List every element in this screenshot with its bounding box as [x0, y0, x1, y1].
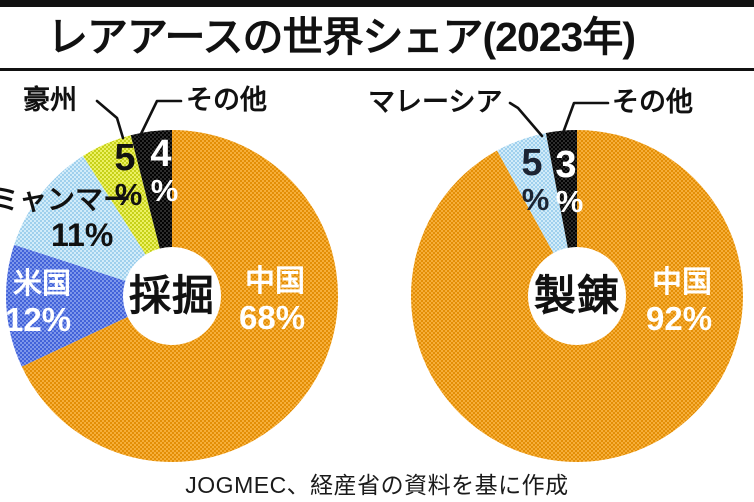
- pie-slice-3: [83, 135, 160, 255]
- value-myanmar-number: 11: [51, 217, 85, 253]
- value-china-mining: 68%: [239, 299, 306, 336]
- value-australia: 5 %: [101, 139, 149, 210]
- refining-center-label: 製錬: [533, 272, 620, 319]
- value-china-mining-unit: %: [275, 299, 306, 336]
- label-china-mining: 中国: [245, 265, 305, 298]
- top-border-bar: [0, 0, 754, 7]
- label-china-refining: 中国: [652, 266, 712, 299]
- label-others-refining: その他: [612, 87, 693, 117]
- label-australia: 豪州: [23, 85, 77, 115]
- label-myanmar: ミャンマー: [0, 184, 132, 215]
- value-china-mining-number: 68: [239, 299, 276, 336]
- pie-slice-2: [545, 130, 577, 248]
- value-china-refining-unit: %: [682, 300, 713, 337]
- value-china-refining-number: 92: [646, 300, 683, 337]
- page-title: レアアースの世界シェア(2023年): [47, 14, 636, 60]
- pie-slice-1: [5, 244, 128, 367]
- value-malaysia: 5 %: [509, 144, 555, 215]
- source-note: JOGMEC、経産省の資料を基に作成: [185, 472, 569, 498]
- value-others-refining: 3 %: [548, 146, 584, 217]
- refining-donut-chart: [407, 126, 747, 466]
- value-myanmar-unit: %: [84, 217, 114, 253]
- value-others-refining-number: 3: [555, 144, 577, 186]
- mining-donut-chart: [2, 126, 342, 466]
- value-china-refining: 92%: [646, 300, 713, 337]
- value-malaysia-number: 5: [521, 142, 543, 184]
- value-australia-number: 5: [114, 137, 136, 179]
- value-us-unit: %: [41, 301, 72, 338]
- mining-center-label: 採掘: [128, 272, 215, 319]
- value-myanmar: 11%: [51, 217, 114, 253]
- charts-area: 豪州 その他 5 % 4 % ミャンマー 11% 米国 12% 中国 68% 採…: [0, 72, 754, 468]
- pie-slice-0: [410, 130, 743, 462]
- value-others-mining-number: 4: [150, 133, 172, 175]
- value-us-number: 12: [5, 301, 42, 338]
- value-us: 12%: [5, 301, 72, 338]
- label-malaysia: マレーシア: [368, 87, 503, 117]
- value-others-mining-unit: %: [150, 173, 179, 208]
- pie-slice-1: [497, 132, 568, 254]
- label-us: 米国: [13, 268, 72, 300]
- title-divider: [0, 68, 754, 71]
- pie-slice-4: [130, 130, 172, 249]
- label-others-mining: その他: [186, 85, 267, 115]
- value-others-refining-unit: %: [555, 184, 584, 219]
- value-australia-unit: %: [114, 177, 143, 212]
- value-malaysia-unit: %: [521, 182, 550, 217]
- value-others-mining: 4 %: [140, 135, 182, 206]
- pie-slice-0: [21, 130, 339, 462]
- pie-slice-2: [14, 155, 146, 281]
